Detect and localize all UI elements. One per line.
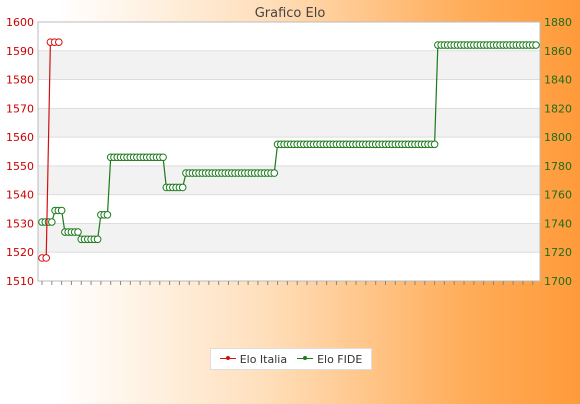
plot-band (38, 223, 540, 253)
right-axis-tick-label: 1860 (544, 45, 572, 58)
left-axis-tick-label: 1590 (6, 45, 34, 58)
fide-series-point (74, 228, 82, 236)
italia-series-point (55, 38, 63, 46)
legend-item-italia[interactable]: Elo Italia (219, 352, 288, 366)
fide-series-point (178, 183, 187, 192)
plot-band (38, 194, 540, 224)
series-group (38, 38, 540, 262)
legend-label-fide: Elo FIDE (317, 352, 363, 366)
left-axis: 1510 1520 1530 1540 1550 1560 1570 1580 1590 1600 (6, 16, 34, 288)
right-axis-tick-label: 1740 (544, 217, 572, 230)
right-axis-tick-label: 1700 (544, 275, 572, 288)
fide-series-point (103, 211, 112, 219)
legend-item-fide[interactable]: Elo FIDE (297, 353, 362, 366)
left-axis-tick-label: 1600 (6, 16, 34, 29)
plot-band (38, 252, 540, 281)
legend: Elo Italia Elo FIDE (210, 348, 372, 370)
legend-label-italia: Elo Italia (239, 352, 288, 366)
plot-band (38, 165, 540, 195)
italia-series-point (42, 254, 51, 262)
plot-border (37, 21, 541, 282)
right-axis-tick-label: 1820 (544, 102, 572, 115)
legend-swatch-italia (219, 354, 236, 364)
x-axis-ticks (41, 281, 534, 285)
fide-series-point (57, 206, 66, 215)
fide-series-point (430, 140, 439, 149)
right-axis-tick-label: 1800 (544, 131, 572, 144)
fide-series-point (93, 235, 102, 244)
plot-band (38, 50, 540, 80)
plot-band (38, 79, 540, 109)
left-axis-tick-label: 1510 (6, 275, 34, 288)
legend-swatch-fide (297, 354, 314, 364)
left-axis-tick-label: 1530 (6, 217, 34, 230)
fide-series-point (159, 153, 167, 162)
fide-series-point (48, 218, 56, 226)
right-axis: 1700 1720 1740 1760 1780 1800 1820 1840 1860 1880 (544, 16, 572, 288)
right-axis-tick-label: 1720 (544, 246, 572, 259)
fide-series-point (532, 41, 540, 49)
left-axis-tick-label: 1580 (6, 74, 34, 87)
left-axis-tick-label: 1520 (6, 246, 34, 259)
left-axis-tick-label: 1560 (6, 131, 34, 144)
chart-title: Grafico Elo (255, 6, 326, 21)
plot-bands (37, 21, 541, 282)
fide-series-point (270, 169, 279, 177)
right-axis-tick-label: 1880 (544, 16, 572, 29)
right-axis-tick-label: 1840 (544, 74, 572, 87)
right-axis-tick-label: 1780 (544, 160, 572, 173)
left-axis-tick-label: 1550 (6, 160, 34, 173)
plot-band (38, 108, 540, 138)
left-axis-tick-label: 1570 (6, 102, 34, 115)
left-axis-tick-label: 1540 (6, 189, 34, 202)
right-axis-tick-label: 1760 (544, 189, 572, 202)
